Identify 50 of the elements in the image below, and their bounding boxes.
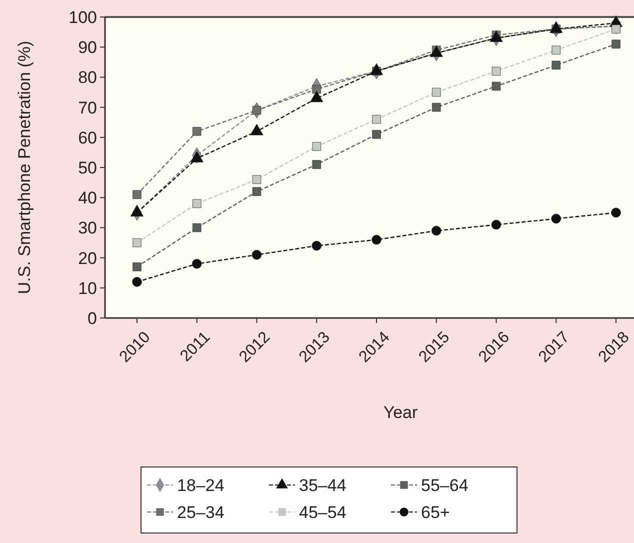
point — [132, 190, 142, 199]
point — [492, 82, 501, 91]
point — [552, 46, 561, 54]
legend-label: 65+ — [421, 502, 450, 522]
legend-label: 45–54 — [299, 502, 346, 522]
y-tick-label: 80 — [78, 68, 97, 88]
point — [611, 208, 621, 218]
point — [551, 214, 562, 224]
point — [431, 226, 442, 236]
y-tick-label: 50 — [78, 158, 97, 178]
point — [252, 106, 262, 115]
point — [432, 88, 441, 97]
point — [552, 60, 561, 70]
point — [612, 24, 620, 34]
point — [312, 142, 322, 151]
x-axis-title: Year — [383, 403, 418, 422]
y-tick-label: 40 — [78, 188, 97, 208]
y-axis-title: U.S. Smartphone Penetration (%) — [15, 40, 34, 294]
legend-label: 18–24 — [177, 476, 224, 495]
point — [132, 262, 142, 272]
point — [372, 130, 381, 139]
y-tick-label: 0 — [88, 308, 97, 328]
y-tick-label: 30 — [78, 218, 97, 238]
legend-label: 55–64 — [421, 476, 468, 495]
point — [252, 175, 262, 184]
point — [132, 238, 142, 248]
legend-label: 35–44 — [299, 476, 346, 495]
y-tick-label: 90 — [78, 38, 97, 58]
legend-label: 25–34 — [177, 502, 224, 522]
y-tick-label: 100 — [68, 8, 97, 27]
point — [312, 84, 322, 94]
y-tick-label: 10 — [78, 278, 97, 298]
point — [372, 234, 382, 245]
point — [192, 223, 202, 232]
point — [492, 66, 501, 76]
point — [612, 40, 620, 48]
y-tick-label: 20 — [78, 248, 97, 268]
point — [372, 114, 381, 124]
point — [252, 187, 262, 196]
point — [432, 102, 441, 112]
point — [192, 258, 202, 269]
point — [312, 160, 322, 169]
point — [132, 276, 142, 287]
point — [491, 220, 502, 230]
point — [192, 199, 202, 208]
point — [312, 240, 322, 251]
y-tick-label: 70 — [78, 98, 97, 118]
y-tick-label: 60 — [78, 128, 97, 148]
point — [252, 250, 262, 260]
point — [192, 126, 202, 136]
